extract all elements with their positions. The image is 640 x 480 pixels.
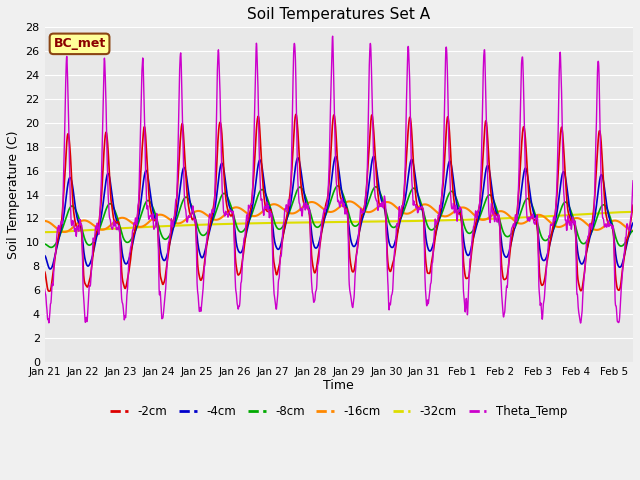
X-axis label: Time: Time xyxy=(323,380,354,393)
Text: BC_met: BC_met xyxy=(53,37,106,50)
Title: Soil Temperatures Set A: Soil Temperatures Set A xyxy=(247,7,430,22)
Legend: -2cm, -4cm, -8cm, -16cm, -32cm, Theta_Temp: -2cm, -4cm, -8cm, -16cm, -32cm, Theta_Te… xyxy=(106,400,572,423)
Y-axis label: Soil Temperature (C): Soil Temperature (C) xyxy=(7,130,20,259)
